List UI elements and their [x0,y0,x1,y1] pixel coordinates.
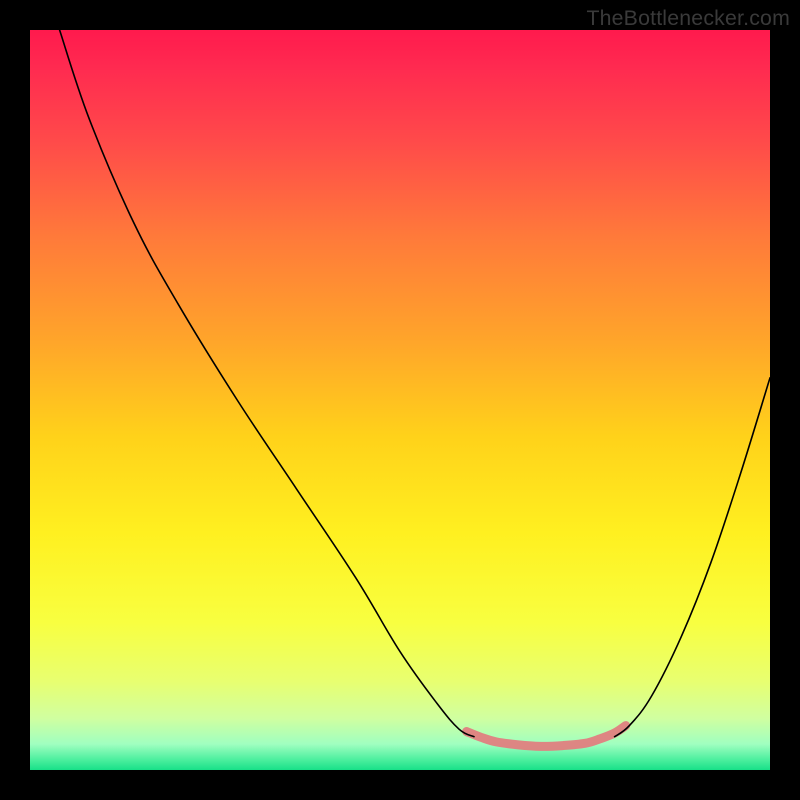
chart-frame: TheBottlenecker.com [0,0,800,800]
plot-area [30,30,770,770]
watermark-text: TheBottlenecker.com [586,6,790,31]
left-curve [60,30,474,737]
curve-overlay [30,30,770,770]
trough-marker [467,726,626,747]
right-curve [615,378,770,737]
